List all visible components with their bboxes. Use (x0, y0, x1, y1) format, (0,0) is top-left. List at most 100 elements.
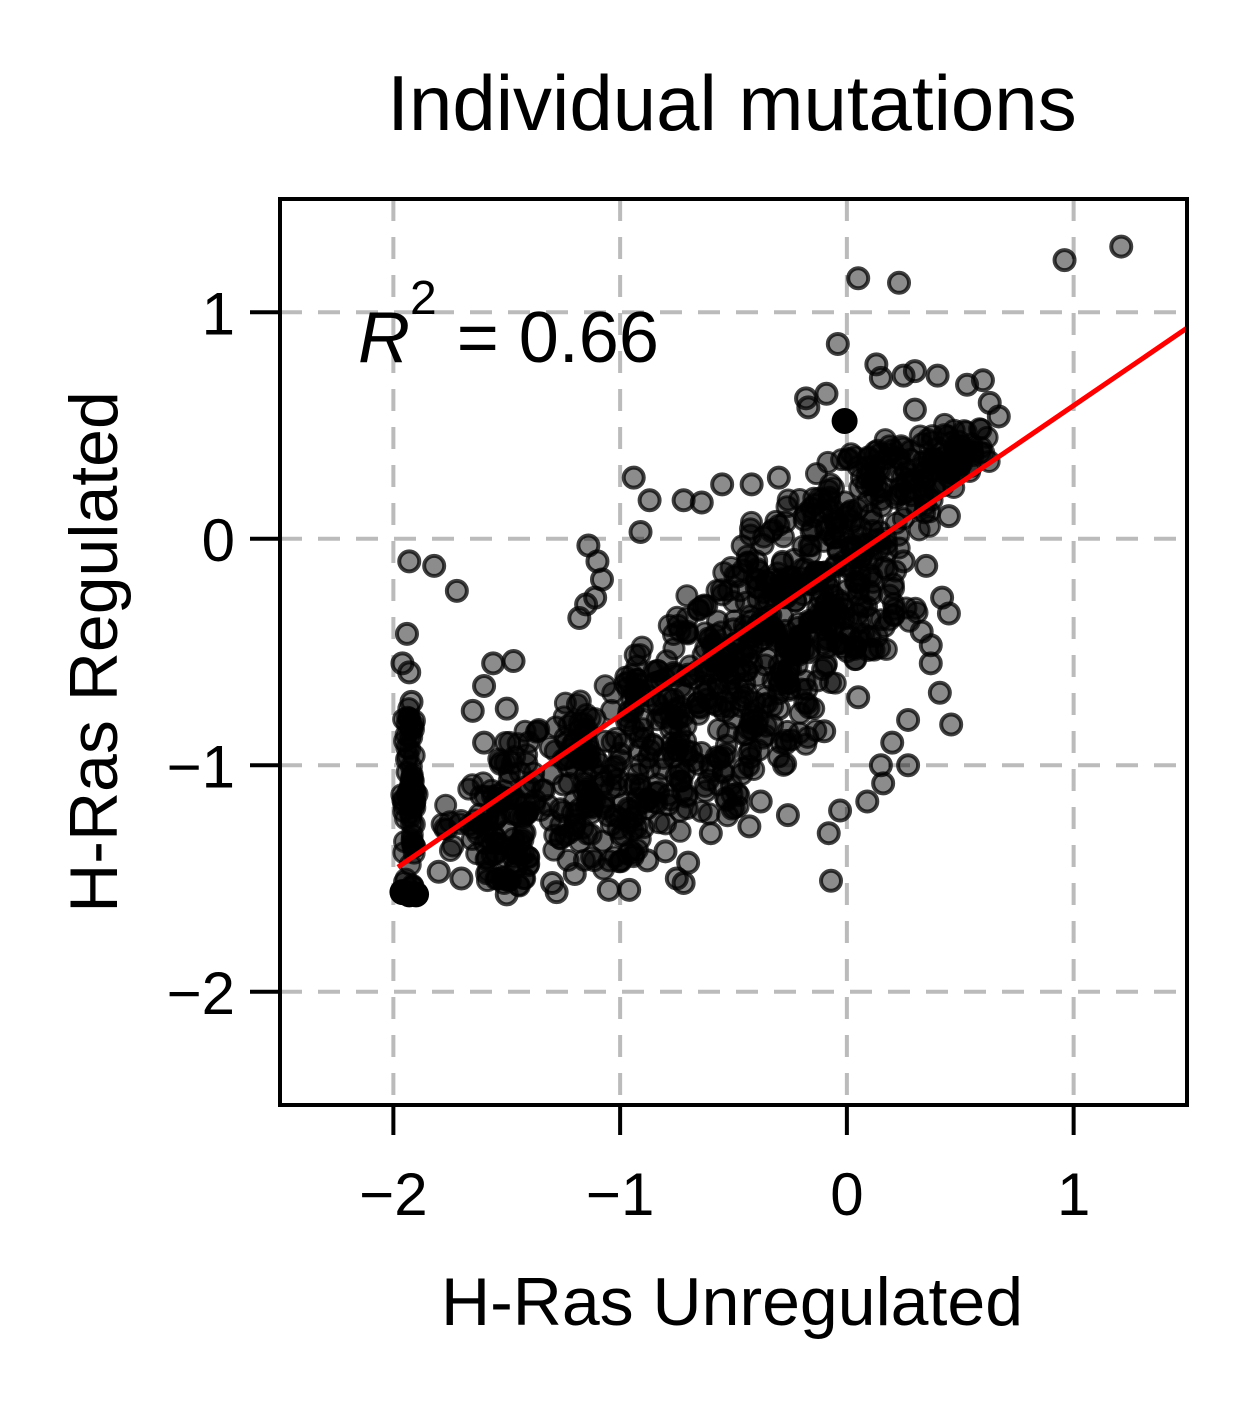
scatter-point (735, 659, 759, 683)
y-tick-label: 1 (202, 280, 235, 347)
scatter-point (868, 365, 893, 390)
scatter-point (460, 698, 485, 723)
scatter-point (687, 702, 711, 726)
x-tick-label: −1 (586, 1161, 654, 1228)
scatter-point (761, 669, 785, 693)
scatter-point (628, 643, 652, 667)
scatter-point (481, 651, 506, 676)
scatter-point (698, 821, 723, 846)
scatter-point (819, 618, 843, 642)
scatter-point (402, 709, 426, 733)
scatter-point (637, 488, 662, 513)
scatter-point (766, 696, 791, 721)
scatter-point (544, 880, 569, 905)
scatter-point (568, 830, 592, 854)
scatter-point (796, 395, 821, 420)
scatter-point (609, 848, 633, 872)
r2-exponent: 2 (410, 272, 437, 325)
scatter-point (846, 266, 871, 291)
scatter-point (744, 549, 769, 574)
x-axis-label: H-Ras Unregulated (441, 1264, 1023, 1340)
scatter-point (927, 680, 952, 705)
scatter-point (676, 622, 700, 646)
scatter-point (880, 458, 905, 483)
scatter-point (697, 802, 721, 826)
x-tick-label: 1 (1057, 1161, 1090, 1228)
scatter-point (970, 368, 995, 393)
scatter-point (846, 628, 870, 652)
scatter-point (740, 709, 764, 733)
scatter-point (902, 397, 927, 422)
scatter-point (441, 834, 465, 858)
scatter-point (524, 720, 548, 744)
y-axis-label: H-Ras Regulated (56, 391, 132, 913)
scatter-point (776, 719, 800, 743)
scatter-point (675, 796, 699, 820)
scatter-point (788, 701, 812, 725)
scatter-point (818, 670, 842, 694)
scatter-point (1109, 234, 1134, 259)
scatter-point (887, 270, 912, 295)
scatter-point (830, 448, 854, 472)
scatter-point (819, 868, 844, 893)
scatter-point (948, 447, 973, 472)
scatter-point (635, 848, 660, 873)
chart-title: Individual mutations (387, 59, 1076, 147)
scatter-point (986, 404, 1011, 429)
scatter-point (494, 882, 519, 907)
scatter-point (1052, 248, 1077, 273)
scatter-point (618, 713, 642, 737)
scatter-point (501, 649, 526, 674)
scatter-point (449, 866, 474, 891)
scatter-point (747, 630, 771, 654)
scatter-point (567, 606, 592, 631)
scatter-point (825, 331, 850, 356)
scatter-point (693, 774, 717, 798)
scatter-point (621, 465, 646, 490)
scatter-point (834, 504, 859, 529)
y-tick-label: −1 (167, 733, 235, 800)
scatter-point (857, 606, 882, 631)
scatter-point (396, 781, 420, 805)
scatter-point (653, 839, 678, 864)
scatter-point (668, 819, 692, 843)
scatter-point (855, 789, 880, 814)
scatter-point (542, 838, 566, 862)
scatter-point (939, 712, 964, 737)
r2-symbol: R (358, 298, 410, 378)
scatter-point (775, 803, 800, 828)
plot-frame (278, 197, 1189, 1107)
scatter-point (902, 359, 927, 384)
scatter-point (816, 821, 841, 846)
scatter-point (889, 482, 913, 506)
scatter-point (773, 510, 797, 534)
scatter-point (593, 796, 617, 820)
scatter-point (921, 449, 945, 473)
scatter-point (891, 549, 916, 574)
scatter-point (698, 753, 723, 778)
scatter-point (516, 854, 540, 878)
scatter-point (720, 797, 744, 821)
scatter-point (538, 808, 562, 832)
scatter-point (616, 796, 640, 820)
scatter-point (596, 877, 621, 902)
r2-value: = 0.66 (437, 298, 659, 378)
regression-line (396, 326, 1189, 870)
scatter-point (608, 741, 633, 766)
y-tick-label: −2 (167, 960, 235, 1027)
scatter-point (553, 691, 577, 715)
scatter-point (472, 673, 497, 698)
scatter-point (582, 849, 606, 873)
scatter-point (766, 465, 791, 490)
scatter-point (705, 578, 729, 602)
scatter-point (936, 504, 961, 529)
x-tick-label: −2 (359, 1161, 427, 1228)
scatter-point (647, 780, 671, 804)
point-cloud (390, 412, 1001, 899)
r2-annotation: R2 = 0.66 (358, 272, 659, 378)
scatter-point (394, 621, 419, 646)
scatter-point (896, 707, 921, 732)
scatter-point (871, 771, 896, 796)
scatter-point (789, 628, 814, 653)
